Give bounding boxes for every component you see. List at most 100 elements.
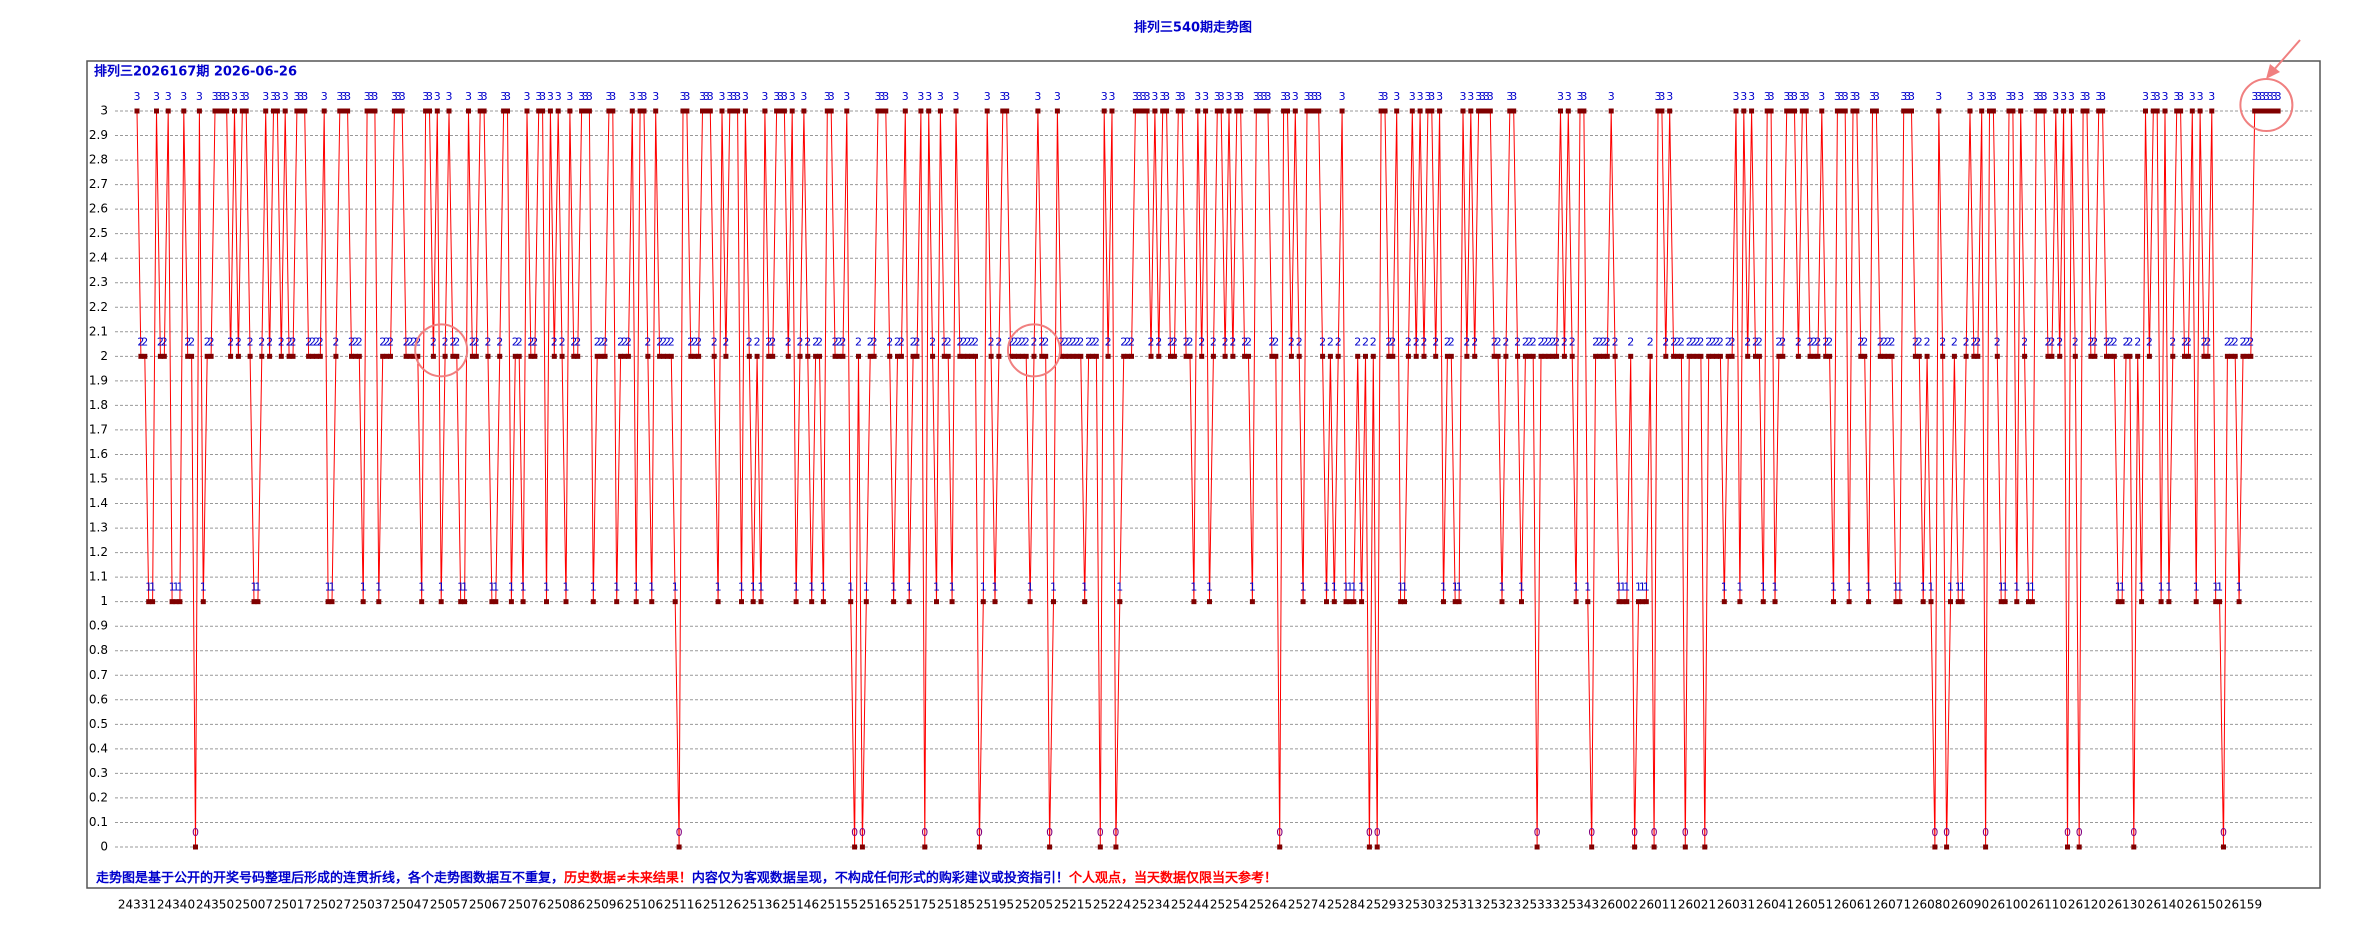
value-label: 2 [871, 335, 878, 348]
y-tick-label: 1.2 [89, 545, 108, 559]
point-marker [1487, 108, 1493, 114]
value-label: 2 [1073, 335, 1080, 348]
value-label: 2 [332, 335, 339, 348]
value-label: 2 [1974, 335, 1981, 348]
point-marker [1636, 599, 1641, 605]
value-label: 1 [149, 581, 156, 594]
value-label: 2 [867, 335, 874, 348]
value-label: 2 [1085, 335, 1092, 348]
value-label: 2 [2103, 335, 2110, 348]
point-marker [891, 599, 897, 605]
point-marker [544, 599, 549, 605]
point-marker [2185, 353, 2191, 359]
x-tick-label: 26150 [2185, 898, 2223, 912]
value-label: 3 [1417, 90, 1424, 103]
value-label: 1 [633, 581, 640, 594]
x-tick-label: 25274 [1288, 898, 1326, 912]
footnote-part: 个人观点，当天数据仅限当天参考！ [1068, 870, 1277, 886]
y-tick-label: 0.5 [89, 717, 108, 731]
point-marker [625, 353, 631, 359]
y-tick-label: 2 [100, 349, 108, 363]
point-marker [313, 353, 319, 359]
value-label: 3 [1237, 90, 1244, 103]
value-label: 3 [153, 90, 160, 103]
value-label: 2 [407, 335, 414, 348]
point-marker [1090, 353, 1095, 359]
value-label: 3 [1869, 90, 1876, 103]
point-marker [341, 108, 347, 114]
value-label: 3 [1307, 90, 1314, 103]
value-label: 1 [2119, 581, 2126, 594]
point-marker [1690, 353, 1696, 359]
value-label: 3 [1054, 90, 1061, 103]
point-marker [684, 108, 690, 114]
value-label: 2 [1354, 335, 1361, 348]
value-label: 3 [1226, 90, 1233, 103]
value-label: 1 [1116, 581, 1123, 594]
x-tick-label: 26011 [1639, 898, 1677, 912]
value-label: 3 [301, 90, 308, 103]
footnote: 走势图是基于公开的开奖号码整理后形成的连贯折线，各个走势图数据互不重复，历史数据… [96, 870, 1277, 886]
point-marker [524, 108, 530, 114]
value-label: 1 [2138, 581, 2145, 594]
point-marker [1214, 108, 1220, 114]
point-marker [497, 353, 503, 359]
value-label: 1 [808, 581, 815, 594]
point-marker [898, 353, 904, 359]
value-label: 1 [847, 581, 854, 594]
value-label: 3 [274, 90, 281, 103]
point-marker [1990, 108, 1996, 114]
point-marker [781, 108, 787, 114]
value-label: 2 [754, 335, 761, 348]
point-marker [1749, 108, 1755, 114]
point-marker [1889, 353, 1895, 359]
point-marker [637, 108, 643, 114]
point-marker [1916, 353, 1922, 359]
point-marker [1199, 353, 1205, 359]
value-label: 2 [309, 335, 316, 348]
value-label: 1 [613, 581, 620, 594]
point-marker [1940, 353, 1946, 359]
point-marker [688, 353, 694, 359]
value-label: 2 [1120, 335, 1127, 348]
x-tick-label: 26031 [1717, 898, 1755, 912]
value-label: 2 [2091, 335, 2098, 348]
point-marker [1772, 599, 1778, 605]
point-marker [360, 599, 366, 605]
value-label: 1 [1920, 581, 1927, 594]
point-marker [1152, 108, 1158, 114]
point-marker [1156, 353, 1162, 359]
value-label: 2 [660, 335, 667, 348]
value-label: 2 [266, 335, 273, 348]
value-label: 1 [1947, 581, 1954, 594]
point-marker [165, 108, 171, 114]
point-marker [969, 353, 975, 359]
point-marker [2182, 353, 2187, 359]
point-marker [411, 353, 417, 359]
point-marker [2139, 599, 2145, 605]
value-label: 2 [1491, 335, 1498, 348]
point-marker [1714, 353, 1719, 359]
point-marker [1682, 844, 1688, 850]
point-marker [715, 599, 721, 605]
point-marker [984, 108, 990, 114]
point-marker [653, 108, 659, 114]
value-label: 3 [2263, 90, 2270, 103]
y-tick-label: 0.1 [89, 815, 108, 829]
point-marker [1129, 353, 1134, 359]
value-label: 2 [598, 335, 605, 348]
point-marker [1834, 108, 1840, 114]
point-marker [2244, 353, 2250, 359]
point-marker [1242, 353, 1248, 359]
point-marker [1390, 353, 1396, 359]
value-label: 2 [945, 335, 952, 348]
value-label: 2 [1421, 335, 1428, 348]
point-marker [2026, 599, 2031, 605]
value-label: 3 [1304, 90, 1311, 103]
point-marker [2115, 599, 2121, 605]
point-marker [895, 353, 900, 359]
value-label: 0 [1112, 826, 1119, 839]
point-marker [727, 108, 733, 114]
point-marker [1144, 108, 1150, 114]
point-marker [173, 599, 179, 605]
